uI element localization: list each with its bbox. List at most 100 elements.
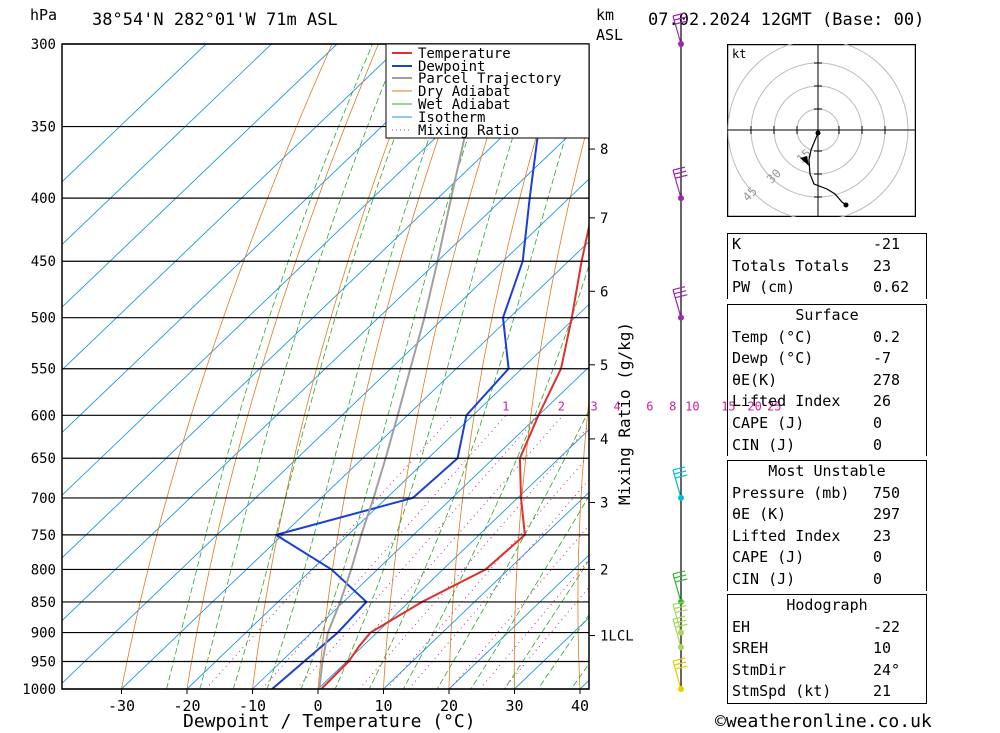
hodograph-surface-point [843, 202, 849, 208]
pressure-tick-label: 600 [31, 408, 56, 424]
location-title: 38°54'N 282°01'W 71m ASL [92, 10, 338, 30]
km-tick-label: 6 [600, 284, 608, 300]
legend-wet-adiabat: Wet Adiabat [418, 97, 511, 113]
x-tick-label: 30 [505, 697, 523, 715]
dry-adiabat-line [513, 120, 589, 689]
wind-barb-flag [675, 578, 688, 583]
most-unstable-row: θE (K) 297 [732, 505, 901, 524]
isotherm-line [252, 366, 589, 689]
km-tick-label: 1LCL [600, 629, 634, 645]
legend-temperature: Temperature [418, 46, 511, 62]
mixing-ratio-label: 4 [613, 399, 620, 413]
wind-barb [672, 469, 682, 499]
mixing-ratio-label: 6 [646, 399, 653, 413]
wet-adiabat-line [300, 44, 501, 689]
wind-barb-flag [672, 570, 686, 575]
wind-barb-flag [675, 474, 688, 479]
pressure-tick-label: 300 [31, 37, 56, 53]
surface-title: Surface [795, 306, 859, 324]
wet-adiabat-line [199, 44, 401, 689]
wind-barb-flag [674, 470, 687, 475]
hodograph-panel-title: Hodograph [786, 596, 868, 614]
index-row: Totals Totals 23 [732, 256, 892, 275]
isotherm-line [317, 429, 589, 689]
most-unstable-row: CIN (J) 0 [732, 569, 883, 588]
pressure-tick-label: 700 [31, 491, 56, 507]
wet-adiabat-line [537, 613, 589, 689]
most-unstable-row: CAPE (J) 0 [732, 548, 883, 567]
pressure-tick-label: 500 [31, 311, 56, 327]
dry-adiabat-line [252, 44, 426, 689]
surface-row: θE(K) 278 [732, 370, 901, 389]
legend: Temperature Dewpoint Parcel Trajectory D… [385, 43, 590, 139]
datetime-title: 07.02.2024 12GMT (Base: 00) [648, 10, 925, 30]
wind-barb-flag [672, 657, 686, 662]
x-tick-label: -20 [173, 697, 200, 715]
km-tick-label: 4 [600, 432, 608, 448]
wind-barb-flag [675, 608, 688, 614]
x-tick-label: -10 [239, 697, 266, 715]
parcel-trajectory-profile [318, 44, 489, 689]
wind-barb-flag [675, 174, 688, 179]
wind-barb-flag [675, 665, 688, 670]
wet-adiabat-line [368, 57, 589, 689]
pressure-tick-label: 850 [31, 595, 56, 611]
wind-barb-flag [674, 661, 687, 666]
surface-row: CIN (J) 0 [732, 435, 883, 454]
mixing-ratio-label: 10 [685, 399, 699, 413]
isotherm-line [62, 44, 338, 308]
isotherm-line [62, 44, 403, 371]
asl-label: ASL [596, 26, 624, 44]
wet-adiabat-line [232, 44, 431, 689]
legend-isotherm: Isotherm [418, 110, 485, 126]
isotherm-line [62, 44, 469, 434]
mixing-ratio-label: 20 [747, 399, 761, 413]
hodograph-row: StmSpd (kt) 21 [732, 682, 892, 701]
x-axis-title: Dewpoint / Temperature (°C) [183, 711, 476, 732]
footer-credit[interactable]: ©weatheronline.co.uk [715, 711, 932, 732]
most-unstable-row: Pressure (mb) 750 [732, 483, 901, 502]
wind-barb-flag [672, 615, 686, 620]
hodograph-unit: kt [732, 47, 746, 61]
mixing-ratio-label: 1 [502, 399, 509, 413]
dry-adiabat-line [577, 396, 589, 689]
wind-barb [672, 573, 682, 603]
pressure-tick-label: 1000 [22, 682, 56, 698]
indices-panel: K -21 Totals Totals 23 PW (cm) 0.62 [727, 233, 927, 299]
isotherm-line [383, 491, 589, 689]
mixing-ratio-axis-title: Mixing Ratio (g/kg) [615, 322, 634, 505]
most-unstable-title: Most Unstable [768, 462, 886, 480]
wet-adiabat-line [436, 409, 589, 689]
wind-barb [672, 619, 682, 648]
mixing-ratio-line [296, 414, 540, 689]
wind-barb-flag [672, 286, 686, 291]
temperature-profile [320, 222, 589, 689]
wind-barb-flag [674, 290, 687, 295]
isotherm-line [186, 303, 589, 689]
legend-dewpoint: Dewpoint [418, 59, 485, 75]
dry-adiabat-line [973, 7, 1000, 715]
km-tick-label: 5 [600, 358, 608, 374]
isotherm-line [62, 44, 534, 496]
km-label: km [596, 6, 615, 24]
mixing-ratio-label: 3 [591, 399, 598, 413]
x-tick-label: 10 [374, 697, 392, 715]
mixing-ratio-line [408, 478, 589, 689]
mixing-ratio-line [449, 524, 589, 689]
mixing-ratio-label: 15 [721, 399, 735, 413]
wet-adiabat-line [266, 44, 464, 689]
hodograph-trace [808, 132, 847, 206]
hodograph-row: EH -22 [732, 617, 901, 636]
hodograph-row: StmDir 24° [732, 660, 901, 679]
wet-adiabat-line [470, 495, 589, 689]
km-tick-label: 8 [600, 142, 608, 158]
km-tick-label: 3 [600, 495, 608, 511]
wet-adiabat-line [334, 44, 544, 689]
most-unstable-row: Lifted Index 23 [732, 526, 892, 545]
wet-adiabat-line [166, 44, 373, 689]
hodograph-top-point [815, 130, 821, 136]
isotherm-line [62, 115, 589, 622]
surface-panel: Surface Temp (°C) 0.2 Dewp (°C) -7 θE(K) 27… [727, 304, 927, 457]
x-tick-label: 20 [440, 697, 458, 715]
wind-barb-column [672, 12, 688, 692]
